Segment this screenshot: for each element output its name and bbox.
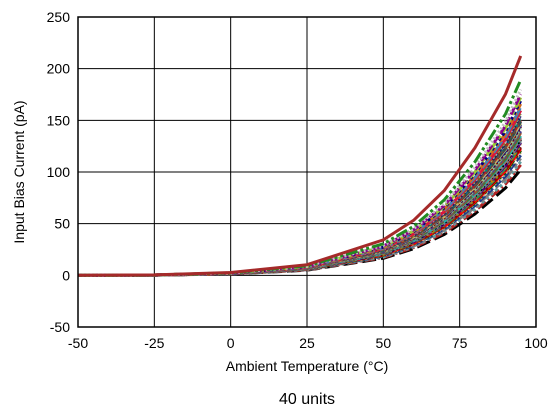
- series-line: [77, 106, 523, 277]
- series-line: [77, 93, 523, 277]
- series-line: [77, 88, 523, 277]
- y-axis-label: Input Bias Current (pA): [11, 100, 27, 243]
- series-group: [77, 55, 523, 277]
- y-tick-label: 150: [47, 112, 71, 128]
- x-tick-label: 75: [452, 335, 468, 351]
- x-tick-label: -50: [68, 335, 88, 351]
- y-tick-label: -50: [50, 319, 70, 335]
- chart-caption: 40 units: [279, 391, 335, 408]
- series-line: [77, 103, 523, 277]
- series-line: [77, 119, 523, 277]
- y-tick-label: 100: [47, 164, 71, 180]
- x-tick-label: 0: [227, 335, 235, 351]
- x-tick-label: -25: [144, 335, 164, 351]
- y-tick-label: 200: [47, 61, 71, 77]
- x-axis-label: Ambient Temperature (°C): [226, 358, 389, 374]
- series-line: [77, 120, 523, 277]
- y-tick-label: 250: [47, 9, 71, 25]
- y-tick-labels: -50 0 50 100 150 200 250: [47, 9, 71, 335]
- y-tick-label: 0: [62, 267, 70, 283]
- series-line: [77, 55, 523, 277]
- x-tick-label: 50: [376, 335, 392, 351]
- x-tick-label: 100: [524, 335, 548, 351]
- y-tick-label: 50: [54, 216, 70, 232]
- x-tick-labels: -50 -25 0 25 50 75 100: [68, 335, 548, 351]
- plot-frame: [77, 16, 537, 328]
- x-tick-label: 25: [299, 335, 315, 351]
